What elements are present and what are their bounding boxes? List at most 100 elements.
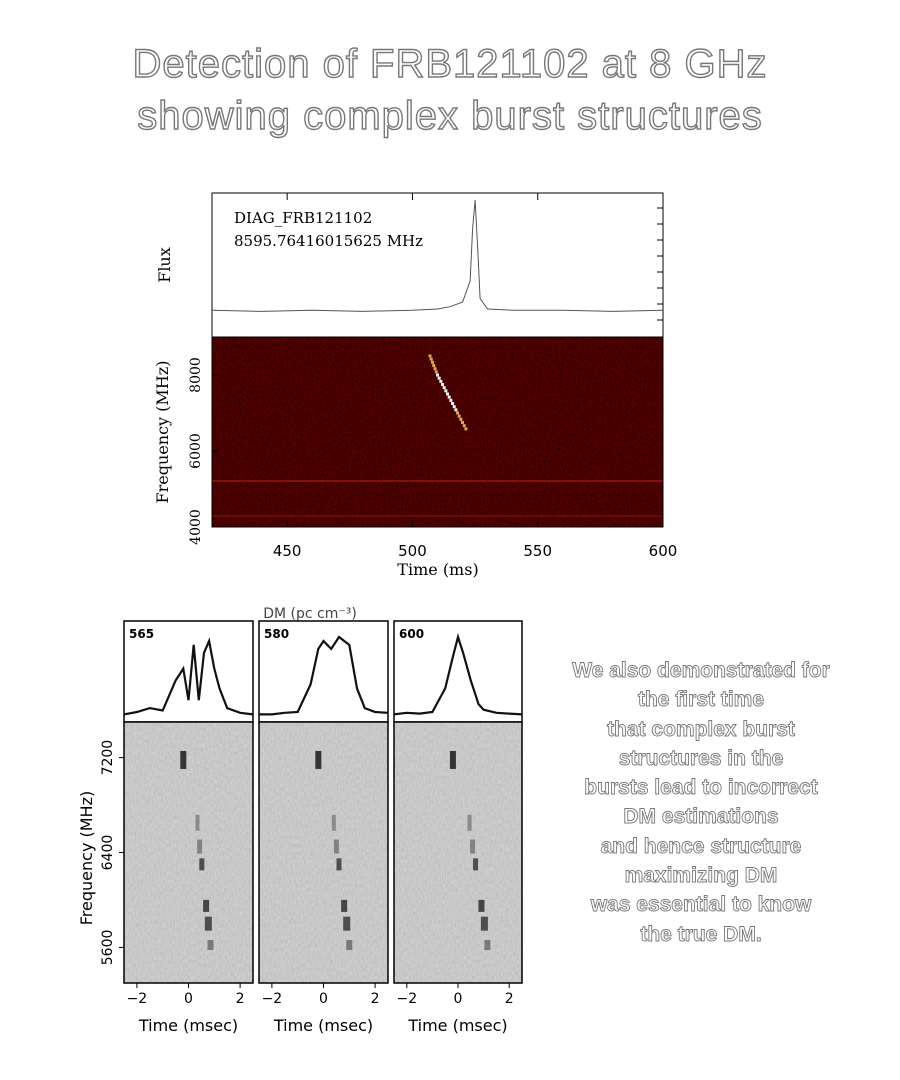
- waterfall-burst-blob: [195, 814, 200, 831]
- burst-pixel: [457, 414, 461, 418]
- flux-annotation-frequency: 8595.76416015625 MHz: [234, 232, 423, 250]
- flux-panel-frame: [211, 192, 664, 338]
- dynamic-spectrum-y-axis-label: Frequency (MHz): [153, 361, 172, 504]
- note-line: the true DM.: [640, 922, 762, 946]
- flux-panel-ticks: [286, 193, 663, 321]
- waterfall-burst-blob: [480, 916, 488, 931]
- note-line: maximizing DM: [624, 864, 778, 888]
- waterfall-background: [394, 722, 522, 983]
- flux-series-line: [211, 199, 664, 312]
- x-tick-label: 600: [649, 542, 678, 560]
- note-line: We also demonstrated for: [572, 659, 830, 683]
- burst-pixel: [464, 427, 468, 431]
- x-tick-label: 450: [273, 542, 302, 560]
- waterfall-burst-blob: [203, 899, 210, 912]
- burst-pixel: [433, 367, 437, 371]
- explanation-note: We also demonstrated for the first time …: [548, 656, 854, 949]
- burst-track: [428, 354, 468, 431]
- x-tick-label: 2: [371, 991, 380, 1007]
- note-line: bursts lead to incorrect: [584, 776, 818, 800]
- x-tick-label: 550: [523, 542, 552, 560]
- x-tick-label: 0: [184, 991, 193, 1007]
- burst-pixel: [459, 417, 463, 421]
- burst-pixel: [452, 405, 456, 409]
- burst-pixel: [449, 398, 453, 402]
- note-line: DM estimations: [623, 805, 779, 829]
- waterfall-burst-blob: [478, 899, 485, 912]
- waterfall-burst-blob: [333, 839, 339, 854]
- dm-panels: 565 −2 0 2 Time (msec) 580 −2 0 2 Time (msec) 600 −…: [100, 620, 523, 1035]
- burst-pixel: [441, 383, 445, 386]
- page-title: Detection of FRB121102 at 8 GHz showing …: [0, 38, 900, 142]
- x-tick-label: 2: [505, 991, 514, 1007]
- burst-pixel: [430, 360, 434, 364]
- dynamic-spectrum-y-ticks: 4000 6000 8000: [188, 357, 218, 545]
- waterfall-burst-blob: [197, 839, 203, 854]
- flux-panel: DIAG_FRB121102 8595.76416015625 MHz Flux: [155, 192, 664, 338]
- dm-panel: 580 −2 0 2 Time (msec): [258, 620, 389, 1035]
- waterfall-burst-blob: [336, 858, 342, 871]
- flux-annotation-source: DIAG_FRB121102: [234, 209, 372, 227]
- x-tick-label: 0: [319, 991, 328, 1007]
- note-line: structures in the: [618, 746, 784, 770]
- dynamic-spectrum-frame: [211, 336, 664, 528]
- dm-y-axis-label: Frequency (MHz): [77, 791, 96, 925]
- burst-pixel: [454, 408, 458, 412]
- dm-value-label: 580: [264, 627, 289, 641]
- x-tick-label: −2: [396, 991, 417, 1007]
- dynamic-spectrum-x-axis-label: Time (ms): [397, 560, 478, 579]
- burst-pixel: [462, 424, 466, 428]
- x-tick-label: 0: [454, 991, 463, 1007]
- waterfall-burst-blob: [470, 839, 476, 854]
- profile-line: [393, 633, 523, 716]
- burst-pixel: [446, 392, 450, 396]
- burst-pixel: [439, 379, 443, 383]
- burst-pixel: [428, 354, 432, 358]
- burst-pixel: [461, 421, 465, 424]
- y-tick-label: 8000: [188, 357, 204, 393]
- x-axis-label: Time (msec): [407, 1016, 507, 1035]
- note-line: the first time: [637, 688, 765, 712]
- x-tick-label: 2: [236, 991, 245, 1007]
- dm-panel: 600 −2 0 2 Time (msec): [393, 620, 523, 1035]
- waterfall-burst-blob: [346, 940, 353, 951]
- waterfall-burst-blob: [343, 916, 351, 931]
- waterfall-burst-blob: [180, 750, 187, 769]
- note-line: that complex burst: [607, 717, 796, 741]
- y-tick-label: 5600: [100, 930, 116, 966]
- waterfall-background: [259, 722, 388, 983]
- note-line: and hence structure: [600, 834, 802, 858]
- profile-frame: [123, 620, 254, 723]
- dm-value-label: 600: [399, 627, 424, 641]
- y-tick-label: 4000: [188, 509, 204, 545]
- burst-pixel: [442, 386, 446, 390]
- waterfall-burst-blob: [484, 940, 491, 951]
- waterfall-burst-blob: [315, 750, 322, 769]
- note-line: was essential to know: [590, 893, 812, 917]
- burst-pixel: [437, 376, 441, 380]
- dm-value-label: 565: [129, 627, 154, 641]
- waterfall-burst-blob: [204, 916, 212, 931]
- x-tick-label: −2: [262, 991, 283, 1007]
- waterfall-burst-blob: [467, 814, 472, 831]
- dynamic-spectrum-panel: 450 500 550 600 4000 6000 8000 Time (ms) Freq…: [153, 336, 678, 579]
- waterfall-burst-blob: [207, 940, 214, 951]
- profile-line: [259, 635, 389, 716]
- title-line-1: Detection of FRB121102 at 8 GHz: [132, 41, 768, 86]
- title-line-2: showing complex burst structures: [137, 93, 763, 138]
- burst-pixel: [456, 411, 460, 415]
- x-tick-label: −2: [127, 991, 148, 1007]
- burst-pixel: [447, 395, 451, 399]
- waterfall-burst-blob: [199, 858, 205, 871]
- burst-pixel: [432, 364, 436, 367]
- y-tick-label: 6400: [100, 835, 116, 871]
- dynamic-spectrum-background: [212, 337, 663, 527]
- y-tick-label: 7200: [100, 740, 116, 776]
- waterfall-burst-blob: [473, 858, 479, 871]
- y-tick-label: 6000: [188, 433, 204, 469]
- x-tick-label: 500: [398, 542, 427, 560]
- burst-pixel: [436, 373, 439, 377]
- waterfall-burst-blob: [341, 899, 348, 912]
- dm-header-label: DM (pc cm⁻³): [263, 606, 357, 622]
